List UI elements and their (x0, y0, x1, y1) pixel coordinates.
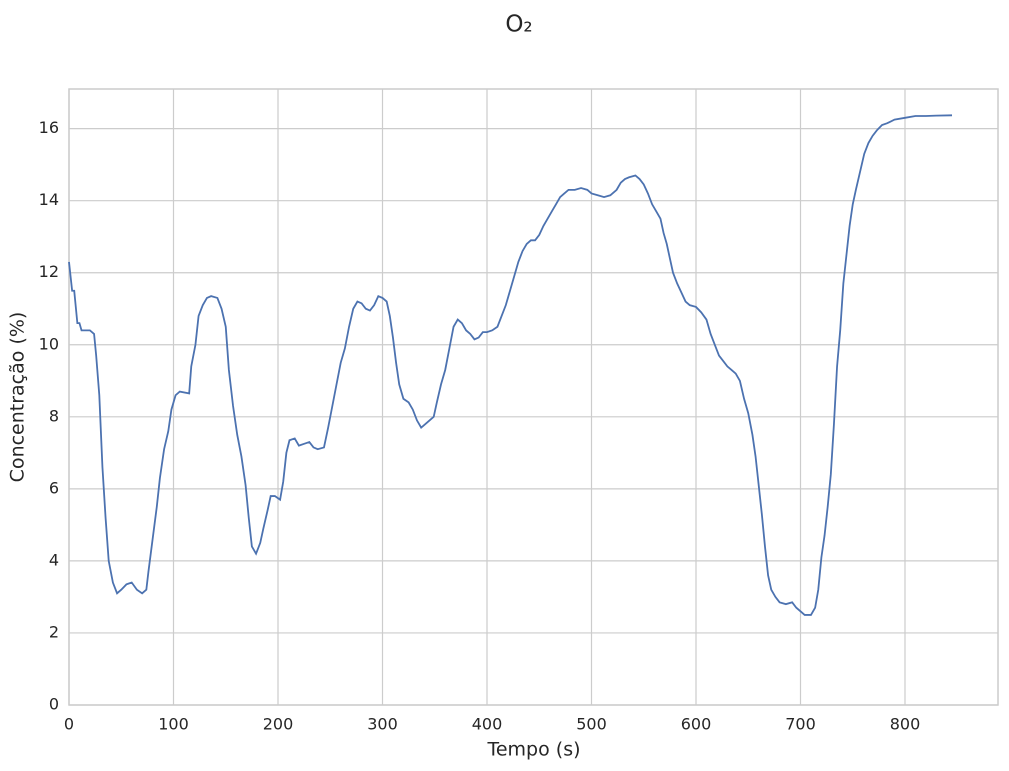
x-axis-label: Tempo (s) (486, 739, 580, 761)
x-tick-label: 600 (681, 715, 712, 734)
y-axis-label: Concentração (%) (7, 312, 29, 483)
data-line (68, 114, 953, 616)
x-tick-label: 300 (367, 715, 398, 734)
x-tick-label: 200 (263, 715, 294, 734)
x-tick-label: 0 (64, 715, 74, 734)
x-tick-label: 800 (890, 715, 921, 734)
y-tick-label: 6 (49, 478, 59, 497)
y-tick-label: 12 (39, 262, 59, 281)
y-tick-label: 16 (39, 118, 59, 137)
x-tick-label: 400 (472, 715, 503, 734)
y-tick-label: 0 (49, 695, 59, 714)
plot-frame (68, 88, 999, 706)
y-tick-label: 4 (49, 550, 59, 569)
y-tick-label: 10 (39, 334, 59, 353)
chart-title: O₂ (505, 12, 532, 38)
y-tick-label: 2 (49, 622, 59, 641)
y-tick-label: 8 (49, 406, 59, 425)
y-tick-label: 14 (39, 190, 59, 209)
x-tick-label: 100 (158, 715, 189, 734)
x-tick-label: 500 (576, 715, 607, 734)
x-tick-label: 700 (785, 715, 816, 734)
